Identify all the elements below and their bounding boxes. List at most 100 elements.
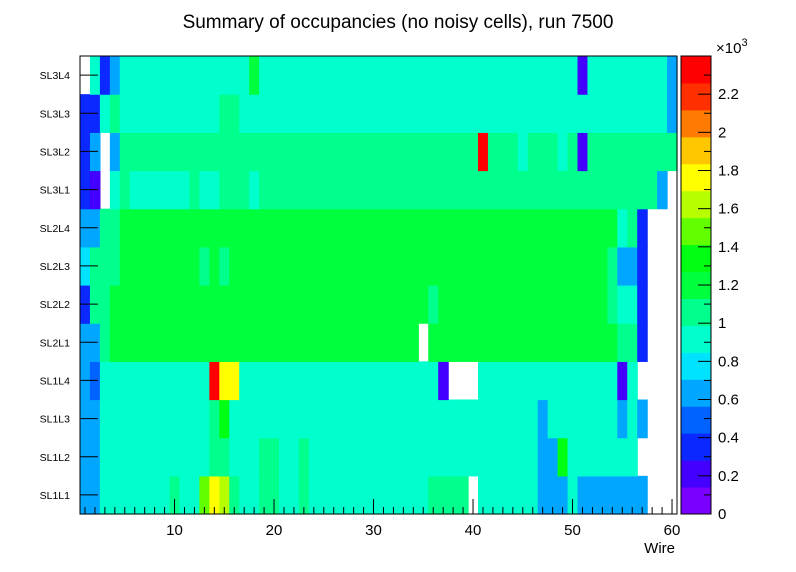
heatmap-cell — [279, 437, 290, 477]
heatmap-cell — [298, 323, 310, 362]
heatmap-cell — [149, 56, 161, 95]
heatmap-cell — [259, 361, 270, 401]
heatmap-cell — [229, 437, 240, 477]
heatmap-cell — [517, 437, 529, 477]
heatmap-cell — [428, 285, 439, 324]
heatmap-cell — [487, 437, 499, 477]
heatmap-cell — [338, 56, 350, 95]
heatmap-cell — [368, 56, 380, 95]
heatmap-cell — [617, 361, 628, 401]
heatmap-cell — [308, 170, 320, 210]
heatmap-cell — [418, 437, 429, 477]
heatmap-cell — [398, 323, 409, 362]
heatmap-cell — [318, 437, 330, 477]
heatmap-cell — [408, 475, 419, 515]
heatmap-cell — [149, 246, 161, 286]
heatmap-cell — [279, 208, 290, 248]
heatmap-cell — [179, 170, 191, 210]
heatmap-cell — [199, 170, 210, 210]
heatmap-cell — [308, 56, 320, 95]
heatmap-cell — [109, 170, 121, 210]
heatmap-cell — [607, 437, 618, 477]
heatmap-cell — [627, 246, 638, 286]
x-tick-label: 50 — [564, 522, 581, 539]
heatmap-cell — [627, 208, 638, 248]
heatmap-cell — [338, 208, 350, 248]
heatmap-cell — [438, 399, 449, 439]
heatmap-cell — [567, 361, 579, 401]
heatmap-cell — [438, 437, 449, 477]
heatmap-cell — [458, 132, 469, 172]
heatmap-cell — [179, 56, 191, 95]
heatmap-cell — [428, 323, 439, 362]
heatmap-cell — [547, 323, 559, 362]
heatmap-cell — [428, 170, 439, 210]
heatmap-cell — [637, 56, 648, 95]
heatmap-cell — [418, 399, 429, 439]
heatmap-cell — [119, 437, 131, 477]
heatmap-cell — [627, 56, 638, 95]
heatmap-cell — [657, 170, 668, 210]
heatmap-cell — [249, 170, 260, 210]
heatmap-cell — [557, 475, 569, 515]
heatmap-cell — [129, 94, 141, 133]
heatmap-cell — [239, 475, 250, 515]
heatmap-cell — [438, 246, 449, 286]
heatmap-cell — [587, 208, 598, 248]
heatmap-cell — [139, 437, 151, 477]
heatmap-cell — [279, 170, 290, 210]
heatmap-cell — [577, 94, 589, 133]
heatmap-cell — [159, 399, 171, 439]
color-scale-swatch — [681, 163, 711, 192]
heatmap-cell — [547, 285, 559, 324]
heatmap-cell — [249, 208, 260, 248]
heatmap-cell — [448, 246, 459, 286]
heatmap-cell — [487, 361, 499, 401]
heatmap-cell — [418, 285, 429, 324]
color-scale-swatch — [681, 190, 711, 219]
x-tick-label: 20 — [266, 522, 283, 539]
heatmap-cell — [139, 208, 151, 248]
heatmap-cell — [368, 323, 380, 362]
heatmap-cell — [209, 132, 220, 172]
heatmap-cell — [109, 94, 121, 133]
z-tick-label: 0.2 — [718, 468, 739, 485]
heatmap-cell — [388, 246, 399, 286]
heatmap-cell — [129, 170, 141, 210]
heatmap-cell — [587, 246, 598, 286]
heatmap-cell — [269, 94, 280, 133]
z-tick-label: 1.8 — [718, 163, 739, 180]
heatmap-cell — [348, 475, 360, 515]
heatmap-cell — [408, 246, 419, 286]
heatmap-cell — [298, 437, 310, 477]
heatmap-cell — [259, 285, 270, 324]
heatmap-cell — [338, 361, 350, 401]
heatmap-cell — [109, 285, 121, 324]
heatmap-cell — [487, 323, 499, 362]
color-scale-swatch — [681, 487, 711, 515]
heatmap-cell — [219, 132, 230, 172]
heatmap-cell — [567, 399, 579, 439]
heatmap-cell — [597, 94, 608, 133]
heatmap-cell — [368, 361, 380, 401]
heatmap-cell — [288, 399, 300, 439]
heatmap-cell — [219, 475, 230, 515]
heatmap-cell — [209, 208, 220, 248]
heatmap-cell — [149, 399, 161, 439]
heatmap-cell — [179, 475, 191, 515]
heatmap-cell — [647, 94, 658, 133]
heatmap-cell — [288, 246, 300, 286]
heatmap-cell — [348, 94, 360, 133]
heatmap-cell — [199, 437, 210, 477]
chart-title: Summary of occupancies (no noisy cells),… — [183, 12, 614, 33]
heatmap-cell — [637, 94, 648, 133]
heatmap-cell — [348, 170, 360, 210]
heatmap-cell — [378, 56, 390, 95]
heatmap-cell — [388, 170, 399, 210]
heatmap-cell — [199, 56, 210, 95]
heatmap-cell — [557, 132, 569, 172]
heatmap-cell — [199, 399, 210, 439]
heatmap-cell — [209, 399, 220, 439]
heatmap-cell — [239, 285, 250, 324]
heatmap-cell — [458, 323, 469, 362]
